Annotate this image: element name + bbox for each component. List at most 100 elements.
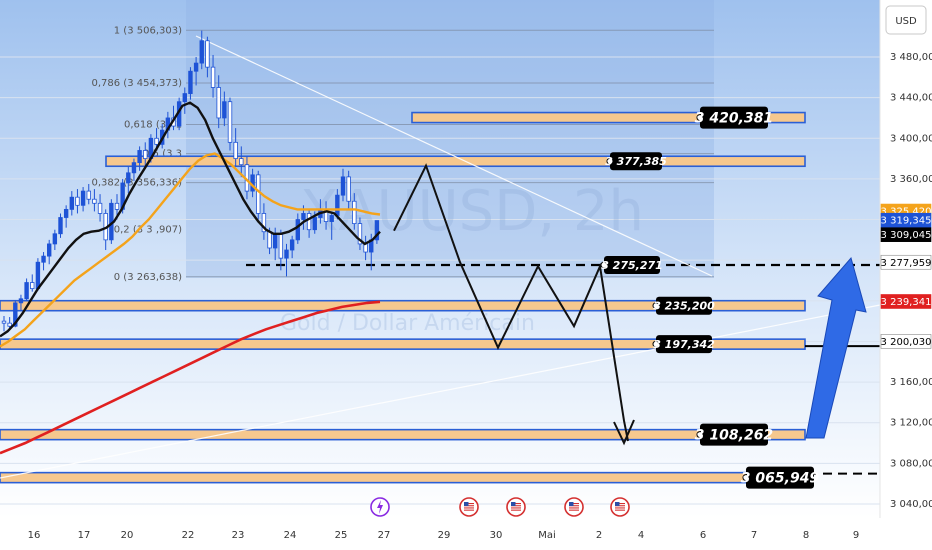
candle-body [335,194,340,216]
currency-button[interactable]: USD [885,5,927,35]
price-zone[interactable] [0,338,806,350]
us-flag-event-icon[interactable] [610,497,630,517]
time-axis-label: 2 [596,530,602,541]
price-badge [880,254,932,270]
flag-stripe [615,507,625,509]
candle-body [75,196,80,206]
flag-stripe [615,505,625,507]
price-zone[interactable] [0,299,806,312]
candle-body [80,190,86,206]
price-callout-box[interactable] [610,152,662,171]
fib-level-label: 1 (3 506,303) [114,25,182,36]
price-zone[interactable] [105,155,806,168]
blue-up-arrow[interactable] [805,256,867,439]
flag-canton [511,502,516,506]
support-resistance-zones[interactable] [0,111,880,484]
lightning-glyph [377,500,383,514]
flag-stripe [569,503,579,505]
price-callout-label: 3 275,271 [601,259,663,272]
candle-body [97,202,103,214]
candle-body [131,162,137,174]
price-badge [880,334,932,349]
time-axis-label: 16 [28,530,41,541]
candle-body [63,208,69,218]
candle-body [143,150,148,159]
candle-body [35,261,41,290]
time-axis-label: 20 [121,530,134,541]
us-flag-event-icon[interactable] [564,497,584,517]
candlestick-series [1,30,380,332]
candle-body [182,93,187,103]
candle-body [352,200,357,225]
candle-body [92,198,97,204]
candle-body [284,249,289,259]
ascending-trendline[interactable] [0,304,881,479]
price-callout-box[interactable] [656,335,712,354]
time-axis-label: 22 [182,530,195,541]
candle-body [86,190,91,200]
price-zone[interactable] [411,111,806,124]
flag-stripe [615,509,625,511]
lightning-event-icon[interactable] [370,497,390,517]
callout-anchor [652,340,660,348]
candle-body [205,40,210,68]
flag-stripe [464,503,474,505]
time-axis-label: 4 [638,530,644,541]
candle-body [261,213,267,233]
fib-level-label: 0,5 (3 3 [143,149,182,160]
us-flag-event-icon[interactable] [506,497,526,517]
price-callout-label: 3 377,385 [605,155,667,168]
descending-trendline[interactable] [195,35,713,277]
price-axis-ticks: 3 480,000 3 440,000 3 400,000 3 360,000 3 16… [890,52,932,510]
time-axis-label: 7 [751,530,757,541]
flag-stripe [569,507,579,509]
candle-body [18,298,24,304]
candle-body [24,282,29,300]
price-callout-box[interactable] [700,423,768,446]
price-badge [880,294,932,309]
event-icon-ring [459,497,479,517]
price-zone[interactable] [0,471,749,484]
callout-anchor [742,474,750,482]
time-axis-label: 27 [378,530,391,541]
candle-body [340,176,346,196]
price-tick-label: 3 440,000 [890,93,932,104]
time-axis-label: 24 [284,530,297,541]
price-callout-label: 3 235,200 [653,300,715,313]
candle-body [58,217,63,235]
price-tick-label: 3 360,000 [890,174,932,185]
candle-body [1,320,7,324]
candle-body [114,202,120,210]
candle-body [13,302,18,327]
price-callout-box[interactable] [700,106,768,129]
us-flag-event-icon[interactable] [459,497,479,517]
projection-zigzag[interactable] [393,163,629,442]
price-tick-label: 3 120,000 [890,418,932,429]
projection-path[interactable] [393,163,867,446]
price-callout-box[interactable] [746,466,814,489]
price-zone[interactable] [0,428,806,441]
trend-lines[interactable] [0,35,881,479]
candle-body [30,282,35,290]
time-axis-labels: 16 17 20 22 23 24 25 27 29 30 Mai 2 4 6 7 8 9 [28,530,860,541]
time-axis-panel[interactable] [0,518,880,550]
candle-body [233,141,238,159]
fib-level-label: 0,786 (3 454,373) [91,78,182,89]
economic-events[interactable] [370,497,630,517]
price-callout-box[interactable] [604,255,660,274]
time-axis-label: 8 [803,530,809,541]
price-callout-label: 3 197,342 [653,338,715,351]
callout-anchor [652,302,660,310]
price-callouts[interactable]: 3 420,381 3 377,385 3 197,342 3 108,262 3 06… [600,106,819,489]
price-axis-panel[interactable] [880,0,932,550]
price-callout-box[interactable] [656,296,712,315]
flag-canton [569,502,574,506]
price-tick-label: 3 400,000 [890,133,932,144]
event-icon-ring [610,497,630,517]
price-badge-label: 3 325,420 [881,207,932,218]
candle-body [47,243,52,257]
flag-stripe [464,507,474,509]
watermark-symbol: XAUUSD, 2h [300,179,644,244]
price-tick-label: 3 480,000 [890,52,932,63]
